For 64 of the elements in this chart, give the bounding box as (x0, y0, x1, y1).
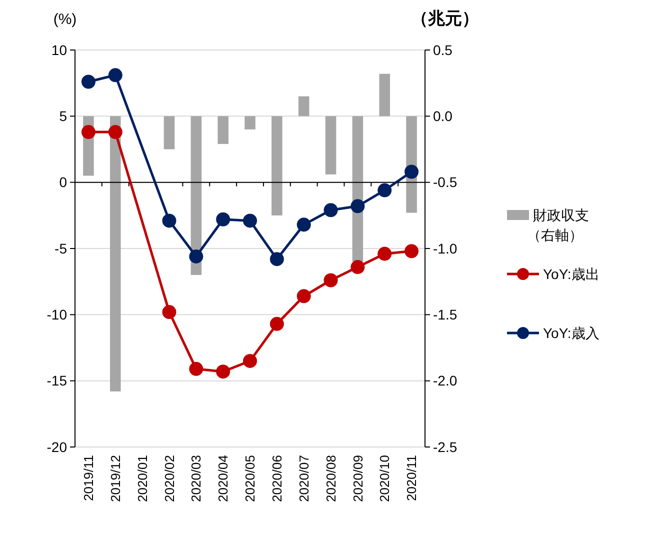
x-tick-label: 2020/01 (134, 455, 150, 502)
bar (244, 116, 256, 130)
y-tick-label: 5 (59, 108, 68, 124)
point (350, 260, 365, 274)
point (404, 244, 419, 258)
y-axis-title: (%) (53, 11, 77, 28)
bar (298, 96, 310, 116)
y2-axis-title: （兆元） (411, 9, 479, 28)
y2-tick-label: -1.0 (433, 240, 458, 256)
x-tick-label: 2019/12 (108, 455, 123, 502)
bar (379, 74, 390, 116)
point (189, 249, 204, 264)
y-tick-label: -5 (54, 240, 68, 256)
y-tick-label: -15 (46, 372, 68, 389)
bar (325, 116, 336, 174)
x-tick-label: 2020/09 (350, 455, 366, 502)
y2-tick-label: -1.5 (433, 306, 458, 323)
x-tick-label: 2020/07 (296, 455, 312, 502)
x-tick-label: 2020/06 (269, 455, 284, 502)
bar (110, 116, 121, 392)
y2-tick-label: -2.5 (433, 438, 458, 455)
point (270, 252, 284, 266)
x-tick-label: 2020/10 (377, 455, 392, 502)
x-tick-label: 2020/05 (242, 455, 258, 502)
point (108, 125, 122, 140)
point (324, 273, 338, 288)
bar (164, 116, 175, 150)
point (243, 214, 257, 228)
legend-label: YoY:歳出 (543, 266, 600, 282)
point (81, 125, 96, 140)
point (378, 183, 392, 198)
y-tick-label: 10 (51, 42, 68, 58)
point (404, 164, 419, 179)
point (350, 199, 365, 214)
point (216, 212, 230, 226)
point (216, 364, 230, 379)
y2-tick-label: -2.0 (433, 372, 458, 389)
x-tick-label: 2020/08 (323, 455, 338, 502)
point (162, 305, 176, 320)
x-tick-label: 2020/03 (188, 455, 204, 502)
bar (272, 116, 282, 216)
y2-tick-label: -0.5 (433, 174, 458, 190)
x-tick-label: 2020/11 (404, 455, 420, 502)
y-tick-label: -20 (46, 438, 68, 455)
point (296, 289, 311, 304)
bar (218, 116, 228, 144)
point (189, 362, 204, 376)
point (296, 218, 311, 232)
point (378, 246, 392, 261)
x-tick-label: 2020/04 (216, 455, 231, 502)
y-tick-label: 0 (59, 174, 68, 190)
legend-label: YoY:歳入 (543, 324, 600, 341)
point (108, 68, 122, 82)
point (270, 316, 284, 331)
y-tick-label: -10 (46, 306, 68, 323)
point (324, 203, 338, 218)
y2-tick-label: 0.5 (433, 42, 453, 58)
point (162, 214, 176, 228)
x-tick-label: 2020/02 (162, 455, 177, 502)
x-tick-label: 2019/11 (81, 455, 96, 502)
y2-tick-label: 0.0 (433, 108, 453, 124)
point (243, 354, 257, 368)
legend-label: 財政収支（右軸） (527, 206, 589, 243)
point (81, 74, 96, 89)
